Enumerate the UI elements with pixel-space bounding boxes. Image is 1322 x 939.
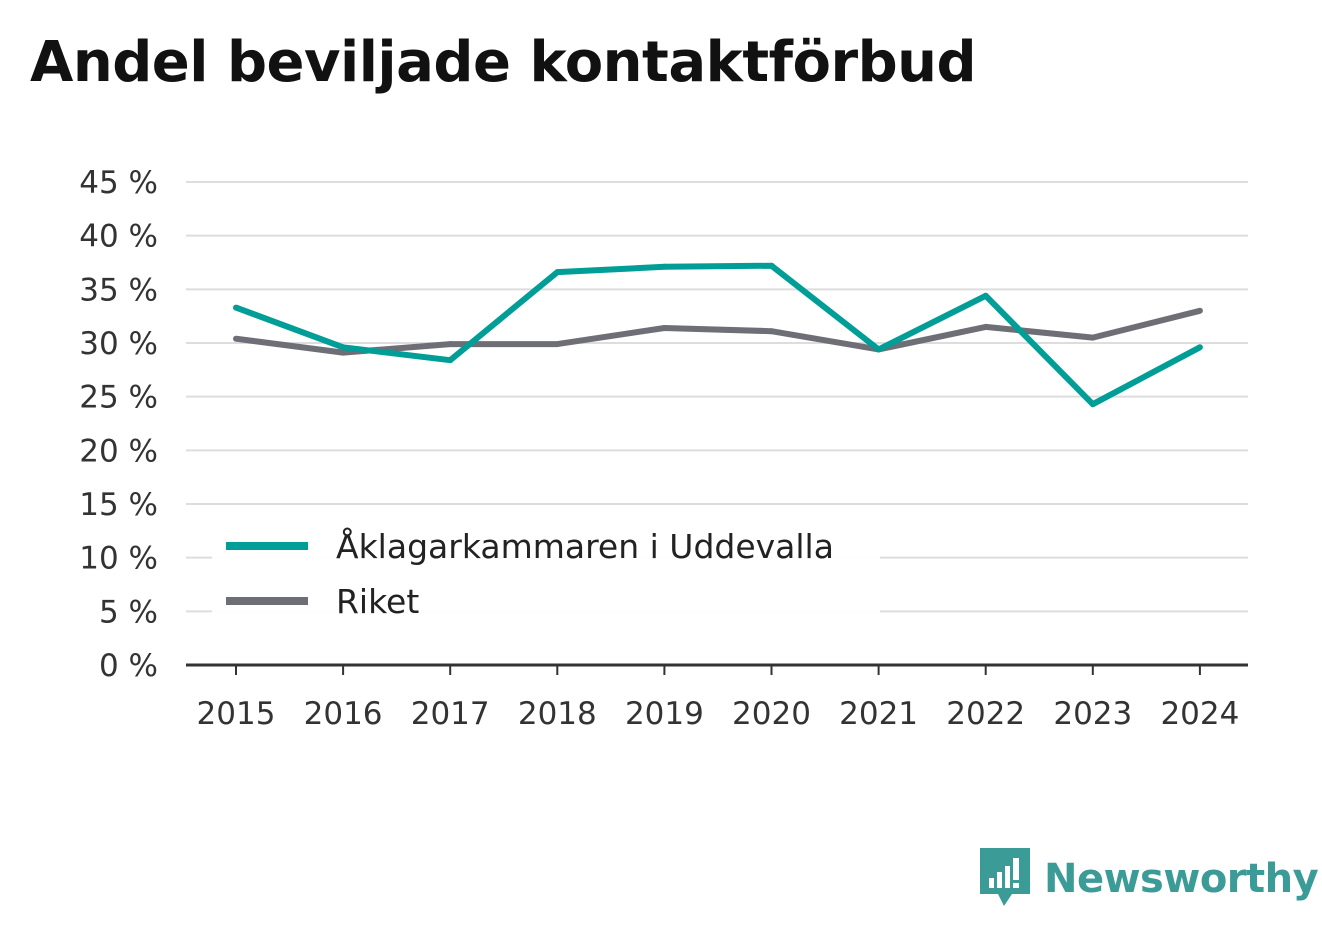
x-tick-label: 2020 <box>732 696 811 732</box>
legend-label: Åklagarkammaren i Uddevalla <box>336 526 834 566</box>
legend: Åklagarkammaren i Uddevalla Riket <box>212 515 880 621</box>
data-point <box>1089 334 1096 341</box>
legend-label: Riket <box>336 582 419 621</box>
y-tick-label: 45 % <box>79 165 158 201</box>
x-tick-label: 2024 <box>1160 696 1239 732</box>
x-tick-label: 2016 <box>304 696 383 732</box>
x-tick-label: 2022 <box>946 696 1025 732</box>
y-tick-label: 40 % <box>79 219 158 255</box>
data-point <box>982 292 989 299</box>
x-tick-label: 2015 <box>197 696 276 732</box>
y-tick-label: 0 % <box>99 648 158 684</box>
line-chart: 0 % 5 % 10 % 15 % 20 % 25 % 30 % 35 % 40 % 45 % 2… <box>79 165 1248 732</box>
data-point <box>1089 401 1096 408</box>
y-tick-label: 10 % <box>79 541 158 577</box>
x-axis-ticks: 2015 2016 2017 2018 2019 2020 2021 2022 2023 2024 <box>197 665 1239 732</box>
y-tick-label: 35 % <box>79 272 158 308</box>
y-tick-label: 30 % <box>79 326 158 362</box>
data-point <box>233 335 239 342</box>
y-tick-label: 20 % <box>79 433 158 469</box>
x-tick-label: 2019 <box>625 696 704 732</box>
y-tick-label: 25 % <box>79 380 158 416</box>
y-axis-ticks: 0 % 5 % 10 % 15 % 20 % 25 % 30 % 35 % 40 % 45 % <box>79 165 158 684</box>
legend-background <box>212 515 880 615</box>
series-line-1 <box>235 307 1201 356</box>
data-point <box>340 344 347 351</box>
x-tick-label: 2017 <box>411 696 490 732</box>
y-tick-label: 5 % <box>99 594 158 630</box>
x-tick-label: 2021 <box>839 696 918 732</box>
data-point <box>661 263 668 270</box>
x-tick-label: 2023 <box>1053 696 1132 732</box>
newsworthy-logo-icon <box>980 848 1030 906</box>
chart-title: Andel beviljade kontaktförbud <box>30 30 977 95</box>
data-point <box>447 341 454 348</box>
data-point <box>1196 307 1203 314</box>
data-point <box>768 328 775 335</box>
x-tick-label: 2018 <box>518 696 597 732</box>
brand-logo: Newsworthy <box>980 848 1319 910</box>
data-point <box>768 262 775 269</box>
data-point <box>875 346 882 353</box>
data-point <box>447 357 454 364</box>
series-line-0 <box>234 262 1202 408</box>
brand-name: Newsworthy <box>1044 856 1319 902</box>
data-point <box>554 269 561 276</box>
data-point <box>1196 344 1203 351</box>
data-point <box>340 349 347 356</box>
data-point <box>982 323 989 330</box>
series-lines <box>233 262 1203 408</box>
data-point <box>233 304 239 311</box>
data-point <box>554 341 561 348</box>
y-tick-label: 15 % <box>79 487 158 523</box>
data-point <box>661 324 668 331</box>
